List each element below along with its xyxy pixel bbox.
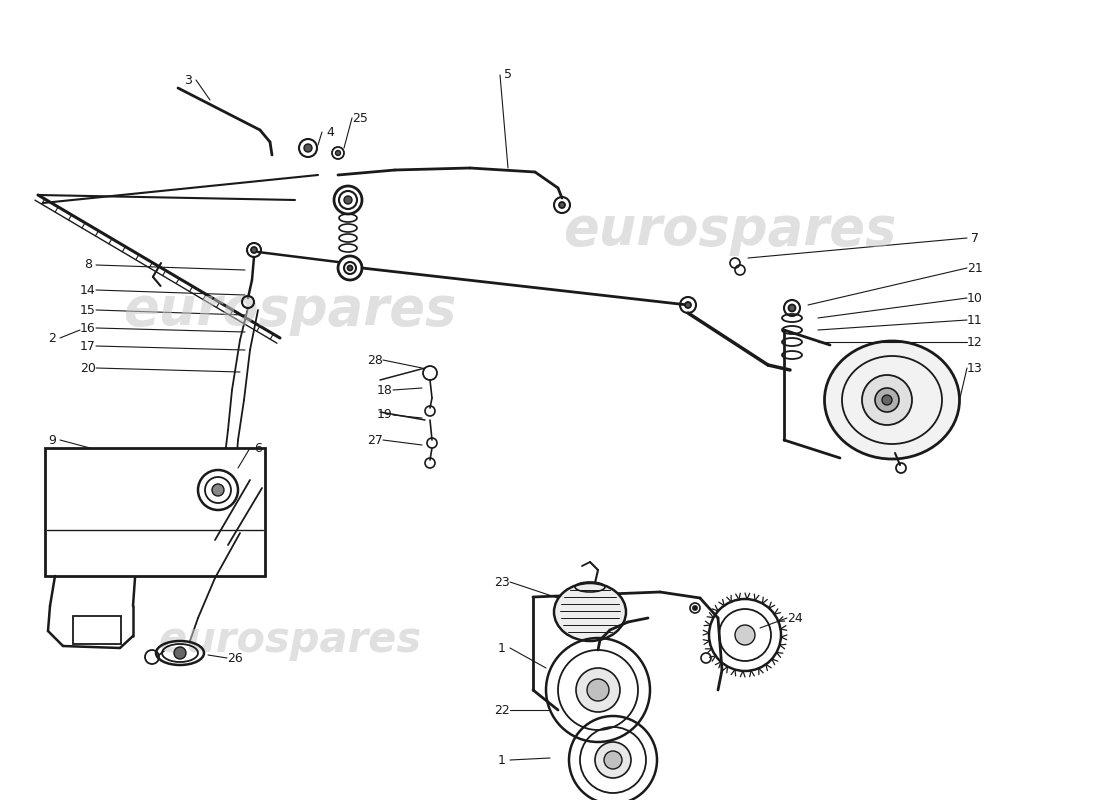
FancyBboxPatch shape — [73, 616, 121, 644]
Text: eurospares: eurospares — [158, 619, 421, 661]
Circle shape — [212, 484, 224, 496]
Text: 9: 9 — [48, 434, 56, 446]
Text: 25: 25 — [352, 111, 367, 125]
Circle shape — [251, 247, 257, 253]
Text: 7: 7 — [971, 231, 979, 245]
Text: 22: 22 — [494, 703, 510, 717]
Text: 15: 15 — [80, 303, 96, 317]
Text: 20: 20 — [80, 362, 96, 374]
Circle shape — [735, 625, 755, 645]
Circle shape — [348, 266, 352, 270]
Text: 16: 16 — [80, 322, 96, 334]
Text: 21: 21 — [967, 262, 983, 274]
Text: 1: 1 — [498, 754, 506, 766]
Circle shape — [693, 606, 697, 610]
Text: 19: 19 — [377, 409, 393, 422]
Text: 13: 13 — [967, 362, 983, 374]
Circle shape — [587, 679, 609, 701]
Text: 11: 11 — [967, 314, 983, 326]
Text: eurospares: eurospares — [123, 284, 456, 336]
Text: 14: 14 — [80, 283, 96, 297]
Circle shape — [174, 647, 186, 659]
Text: 23: 23 — [494, 575, 510, 589]
FancyBboxPatch shape — [45, 448, 265, 576]
Text: eurospares: eurospares — [563, 204, 896, 256]
Text: 18: 18 — [377, 383, 393, 397]
Circle shape — [882, 395, 892, 405]
Circle shape — [685, 302, 691, 308]
Text: 12: 12 — [967, 335, 983, 349]
Circle shape — [304, 144, 312, 152]
Ellipse shape — [554, 583, 626, 641]
Text: 26: 26 — [227, 651, 243, 665]
Text: 4: 4 — [326, 126, 334, 138]
Text: 10: 10 — [967, 291, 983, 305]
Text: 3: 3 — [184, 74, 191, 86]
Text: 8: 8 — [84, 258, 92, 271]
Text: 27: 27 — [367, 434, 383, 446]
Circle shape — [559, 202, 565, 208]
Text: 28: 28 — [367, 354, 383, 366]
Text: 5: 5 — [504, 69, 512, 82]
Circle shape — [862, 375, 912, 425]
Circle shape — [344, 196, 352, 204]
Text: 1: 1 — [498, 642, 506, 654]
Text: 24: 24 — [788, 611, 803, 625]
Circle shape — [874, 388, 899, 412]
Text: 6: 6 — [254, 442, 262, 454]
Text: 2: 2 — [48, 331, 56, 345]
Circle shape — [604, 751, 622, 769]
Circle shape — [336, 150, 341, 155]
Ellipse shape — [825, 341, 959, 459]
Circle shape — [595, 742, 631, 778]
Circle shape — [789, 305, 795, 311]
Text: 17: 17 — [80, 339, 96, 353]
Circle shape — [576, 668, 620, 712]
